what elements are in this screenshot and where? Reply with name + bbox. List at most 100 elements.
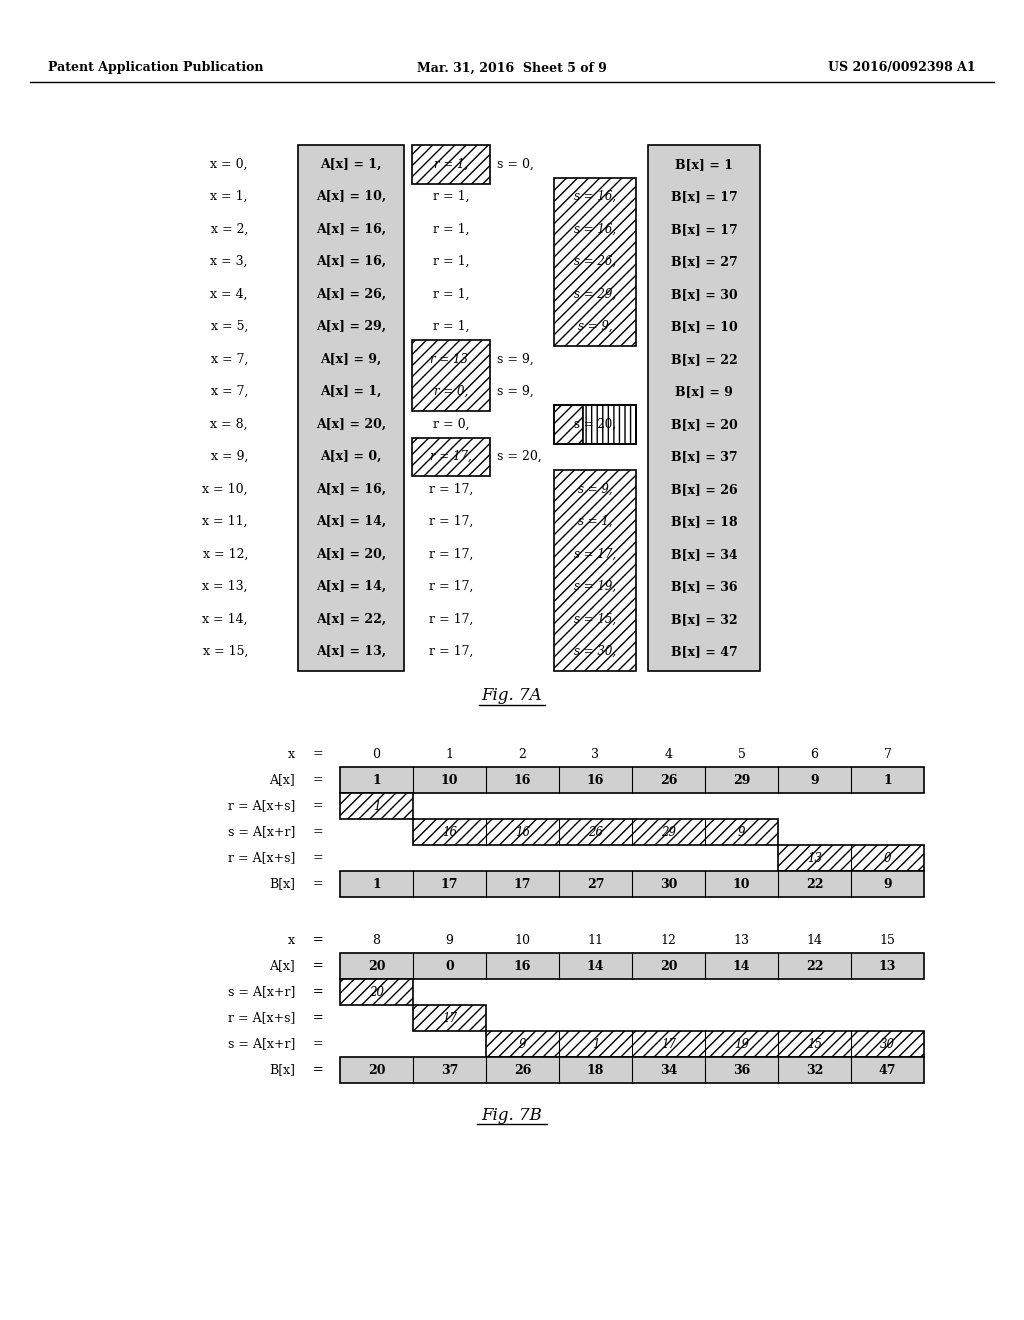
Text: 10: 10: [514, 933, 530, 946]
Text: =: =: [312, 747, 324, 760]
Text: 1: 1: [592, 1038, 599, 1051]
Text: 16: 16: [442, 825, 457, 838]
Text: B[x] = 32: B[x] = 32: [671, 612, 737, 626]
Text: s = 9,: s = 9,: [578, 483, 612, 496]
Text: 4: 4: [665, 747, 673, 760]
Text: 1: 1: [445, 747, 454, 760]
Text: r = 13,: r = 13,: [430, 352, 472, 366]
Text: A[x] = 14,: A[x] = 14,: [315, 581, 386, 593]
Text: 17: 17: [442, 1011, 457, 1024]
Text: s = 16,: s = 16,: [573, 223, 616, 236]
Text: 9: 9: [737, 825, 745, 838]
Text: B[x] = 37: B[x] = 37: [671, 450, 737, 463]
Text: 34: 34: [659, 1064, 677, 1077]
Text: B[x] = 17: B[x] = 17: [671, 190, 737, 203]
Bar: [413, 818, 778, 845]
Text: 16: 16: [514, 960, 531, 973]
Text: 14: 14: [733, 960, 751, 973]
Text: 0: 0: [445, 960, 454, 973]
Text: 19: 19: [734, 1038, 749, 1051]
Bar: [486, 1031, 924, 1057]
Text: x = 7,: x = 7,: [211, 352, 248, 366]
Text: =: =: [312, 933, 324, 946]
Text: 20: 20: [369, 986, 384, 998]
Bar: [340, 1057, 924, 1082]
Text: s = 0,: s = 0,: [497, 158, 534, 170]
Text: =: =: [312, 851, 324, 865]
Text: x = 5,: x = 5,: [211, 321, 248, 333]
Text: s = 9,: s = 9,: [497, 352, 534, 366]
Text: =: =: [312, 774, 324, 787]
Text: B[x]: B[x]: [269, 1064, 295, 1077]
Text: x = 3,: x = 3,: [211, 255, 248, 268]
Text: r = 1,: r = 1,: [433, 321, 469, 333]
Text: 30: 30: [880, 1038, 895, 1051]
Text: s = 1,: s = 1,: [578, 515, 612, 528]
Bar: [648, 145, 760, 671]
Text: =: =: [312, 1011, 324, 1024]
Text: x = 2,: x = 2,: [211, 223, 248, 236]
Text: r = 17,: r = 17,: [429, 645, 473, 659]
Text: =: =: [312, 878, 324, 891]
Text: A[x] = 22,: A[x] = 22,: [315, 612, 386, 626]
Text: x: x: [288, 933, 295, 946]
Text: x = 11,: x = 11,: [203, 515, 248, 528]
Text: s = 16,: s = 16,: [573, 190, 616, 203]
Bar: [412, 145, 490, 183]
Text: =: =: [312, 933, 324, 946]
Bar: [340, 979, 413, 1005]
Text: 13: 13: [733, 933, 750, 946]
Text: r = 17,: r = 17,: [429, 483, 473, 496]
Text: x = 14,: x = 14,: [203, 612, 248, 626]
Text: 36: 36: [733, 1064, 751, 1077]
Text: A[x] = 14,: A[x] = 14,: [315, 515, 386, 528]
Text: 15: 15: [807, 1038, 822, 1051]
Bar: [412, 437, 490, 477]
Text: A[x] = 26,: A[x] = 26,: [316, 288, 386, 301]
Text: B[x] = 1: B[x] = 1: [675, 158, 733, 170]
Text: A[x] = 16,: A[x] = 16,: [316, 483, 386, 496]
Text: A[x] = 29,: A[x] = 29,: [316, 321, 386, 333]
Text: 20: 20: [368, 960, 385, 973]
Bar: [554, 177, 636, 346]
Text: 26: 26: [588, 825, 603, 838]
Text: B[x] = 47: B[x] = 47: [671, 645, 737, 659]
Text: 13: 13: [807, 851, 822, 865]
Text: s = A[x+r]: s = A[x+r]: [227, 825, 295, 838]
Text: r = 1,: r = 1,: [433, 288, 469, 301]
Text: A[x] = 1,: A[x] = 1,: [321, 385, 382, 399]
Text: x = 7,: x = 7,: [211, 385, 248, 399]
Text: A[x] = 0,: A[x] = 0,: [321, 450, 382, 463]
Text: =: =: [312, 1064, 324, 1077]
Text: A[x] = 9,: A[x] = 9,: [321, 352, 382, 366]
Text: 13: 13: [879, 960, 896, 973]
Text: =: =: [312, 960, 324, 973]
Text: s = 26,: s = 26,: [573, 255, 616, 268]
Text: A[x] = 13,: A[x] = 13,: [316, 645, 386, 659]
Text: x: x: [288, 747, 295, 760]
Text: A[x] = 1,: A[x] = 1,: [321, 158, 382, 170]
Text: x = 15,: x = 15,: [203, 645, 248, 659]
Text: =: =: [312, 960, 324, 973]
Text: r = 1,: r = 1,: [433, 223, 469, 236]
Text: 6: 6: [811, 747, 818, 760]
Text: 37: 37: [440, 1064, 458, 1077]
Text: 22: 22: [806, 878, 823, 891]
Text: 29: 29: [733, 774, 751, 787]
Text: 17: 17: [440, 878, 459, 891]
Text: A[x] = 20,: A[x] = 20,: [315, 548, 386, 561]
Text: r = 1,: r = 1,: [433, 190, 469, 203]
Text: r = 17,: r = 17,: [430, 450, 472, 463]
Text: 18: 18: [587, 1064, 604, 1077]
Bar: [412, 341, 490, 411]
Text: A[x] = 16,: A[x] = 16,: [316, 223, 386, 236]
Text: s = 20,: s = 20,: [497, 450, 542, 463]
Text: 11: 11: [588, 933, 603, 946]
Text: 9: 9: [519, 1038, 526, 1051]
Text: x = 8,: x = 8,: [211, 417, 248, 430]
Text: B[x] = 10: B[x] = 10: [671, 321, 737, 333]
Text: s = 9,: s = 9,: [578, 321, 612, 333]
Text: x = 9,: x = 9,: [211, 450, 248, 463]
Text: r = A[x+s]: r = A[x+s]: [227, 851, 295, 865]
Text: s = A[x+r]: s = A[x+r]: [227, 986, 295, 998]
